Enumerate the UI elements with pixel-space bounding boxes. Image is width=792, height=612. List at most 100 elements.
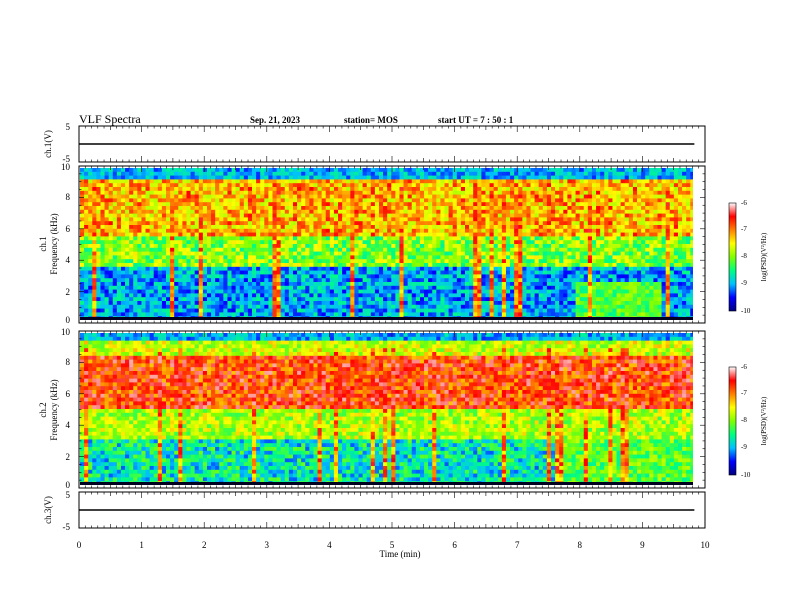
spectrogram-cell <box>411 175 417 180</box>
spectrogram-cell <box>215 259 220 264</box>
spectrogram-cell <box>288 274 294 279</box>
spectrogram-cell <box>243 278 249 283</box>
spectrogram-cell <box>526 190 531 195</box>
spectrogram-cell <box>108 228 114 233</box>
spectrogram-cell <box>235 312 241 317</box>
spectrogram-cell <box>424 308 429 313</box>
spectrogram-cell <box>120 228 126 233</box>
spectrogram-cell <box>243 312 249 317</box>
spectrogram-cell <box>460 312 466 317</box>
spectrogram-cell <box>366 259 372 264</box>
spectrogram-cell <box>501 278 507 283</box>
spectrogram-cell <box>280 244 286 249</box>
spectrogram-cell <box>428 247 433 252</box>
spectrogram-cell <box>370 175 376 180</box>
spectrogram-cell <box>141 251 146 256</box>
spectrogram-cell <box>419 236 425 241</box>
spectrogram-cell <box>325 217 331 222</box>
spectrogram-cell <box>325 168 331 173</box>
spectrogram-cell <box>366 293 372 298</box>
spectrogram-cell <box>313 190 318 195</box>
spectrogram-cell <box>104 221 109 226</box>
spectrogram-cell <box>133 213 138 218</box>
spectrogram-cell <box>563 225 568 230</box>
spectrogram-cell <box>264 285 269 290</box>
spectrogram-cell <box>297 183 302 188</box>
spectrogram-cell <box>346 289 351 294</box>
spectrogram-cell <box>534 194 540 199</box>
spectrogram-cell <box>354 198 359 203</box>
spectrogram-cell <box>120 209 126 214</box>
spectrogram-cell <box>546 282 552 287</box>
spectrogram-cell <box>272 289 277 294</box>
spectrogram-cell <box>137 213 142 218</box>
spectrogram-cell <box>260 255 265 260</box>
spectrogram-cell <box>489 297 494 302</box>
spectrogram-cell <box>301 240 306 245</box>
spectrogram-cell <box>538 259 544 264</box>
spectrogram-cell <box>170 232 175 237</box>
spectrogram-cell <box>497 266 503 271</box>
spectrogram-cell <box>84 251 89 256</box>
spectrogram-cell <box>157 270 163 275</box>
spectrogram-cell <box>436 225 441 230</box>
spectrogram-cell <box>378 194 384 199</box>
spectrogram-cell <box>575 278 580 283</box>
spectrogram-cell <box>108 308 114 313</box>
spectrogram-cell <box>366 297 372 302</box>
spectrogram-cell <box>575 198 580 203</box>
spectrogram-cell <box>559 194 564 199</box>
spectrogram-cell <box>542 270 548 275</box>
spectrogram-cell <box>469 285 474 290</box>
spectrogram-cell <box>362 213 367 218</box>
spectrogram-cell <box>395 308 400 313</box>
spectrogram-cell <box>174 297 179 302</box>
spectrogram-cell <box>178 304 183 309</box>
spectrogram-cell <box>485 209 490 214</box>
spectrogram-cell <box>473 289 478 294</box>
spectrogram-cell <box>395 228 400 233</box>
spectrogram-cell <box>399 228 404 233</box>
spectrogram-cell <box>505 270 511 275</box>
spectrogram-cell <box>235 171 241 176</box>
spectrogram-cell <box>555 202 560 207</box>
spectrogram-cell <box>411 209 417 214</box>
spectrogram-cell <box>358 206 363 211</box>
spectrogram-cell <box>342 289 347 294</box>
spectrogram-cell <box>342 228 347 233</box>
spectrogram-cell <box>198 171 204 176</box>
spectrogram-cell <box>526 274 531 279</box>
spectrogram-cell <box>432 175 437 180</box>
spectrogram-cell <box>329 297 335 302</box>
spectrogram-cell <box>321 232 327 237</box>
spectrogram-cell <box>202 217 208 222</box>
spectrogram-cell <box>366 251 372 256</box>
spectrogram-cell <box>325 301 331 306</box>
spectrogram-cell <box>182 278 187 283</box>
spectrogram-cell <box>362 263 367 268</box>
spectrogram-cell <box>378 259 384 264</box>
spectrogram-cell <box>559 274 564 279</box>
spectrogram-cell <box>542 274 548 279</box>
spectrogram-cell <box>440 293 445 298</box>
spectrogram-cell <box>579 194 585 199</box>
spectrogram-cell <box>481 198 486 203</box>
spectrogram-cell <box>297 301 302 306</box>
spectrogram-cell <box>350 304 355 309</box>
spectrogram-cell <box>125 206 130 211</box>
spectrogram-cell <box>460 175 466 180</box>
spectrogram-cell <box>288 202 294 207</box>
spectrogram-cell <box>325 240 331 245</box>
spectrogram-cell <box>190 202 195 207</box>
spectrogram-cell <box>329 266 335 271</box>
spectrogram-cell <box>522 206 527 211</box>
spectrogram-cell <box>243 232 249 237</box>
spectrogram-cell <box>145 301 150 306</box>
spectrogram-cell <box>501 194 507 199</box>
spectrogram-cell <box>174 232 179 237</box>
spectrogram-cell <box>256 194 261 199</box>
spectrogram-cell <box>555 232 560 237</box>
spectrogram-cell <box>477 171 482 176</box>
spectrogram-cell <box>567 187 572 192</box>
spectrogram-cell <box>268 247 273 252</box>
